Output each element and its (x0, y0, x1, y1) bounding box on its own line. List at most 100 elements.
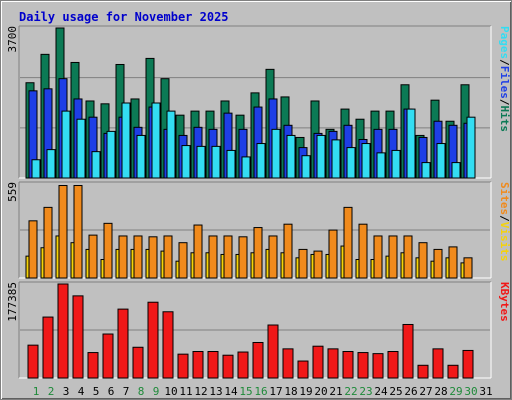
visits-sites-bar-sites-day-6 (103, 222, 113, 279)
kbytes-bar-kbytes-day-25 (387, 351, 399, 379)
visits-sites-bar-sites-day-16 (253, 227, 263, 279)
usage-bar-pages-day-7 (121, 102, 131, 179)
day-label-13: 13 (209, 385, 222, 398)
visits-sites-bar-sites-day-29 (448, 246, 458, 279)
visits-sites-bar-sites-day-17 (268, 235, 278, 279)
visits-sites-bar-sites-day-22 (343, 206, 353, 279)
kbytes-bar-kbytes-day-5 (87, 352, 99, 379)
day-label-14: 14 (224, 385, 238, 398)
kbytes-bar-kbytes-day-9 (147, 301, 159, 379)
kbytes-legend-entry: KBytes (498, 282, 511, 322)
visits-sites-bar-sites-day-11 (178, 242, 188, 279)
usage-legend: Pages/Files/Hits (498, 26, 511, 132)
kbytes-ymax-label: 177385 (6, 282, 19, 322)
day-label-29: 29 (449, 385, 462, 398)
usage-bar-pages-day-21 (331, 139, 341, 179)
usage-bar-pages-day-20 (316, 134, 326, 179)
visits-sites-bar-sites-day-14 (223, 235, 233, 279)
kbytes-bar-kbytes-day-16 (252, 341, 264, 379)
kbytes-bar-kbytes-day-10 (162, 311, 174, 379)
kbytes-bar-kbytes-day-3 (57, 283, 69, 379)
day-label-15: 15 (239, 385, 252, 398)
usage-bar-pages-day-1 (31, 159, 41, 179)
kbytes-bar-kbytes-day-22 (342, 351, 354, 379)
day-label-23: 23 (359, 385, 372, 398)
day-label-2: 2 (48, 385, 55, 398)
day-label-20: 20 (314, 385, 327, 398)
kbytes-bar-kbytes-day-12 (192, 351, 204, 379)
kbytes-bar-kbytes-day-27 (417, 364, 429, 379)
usage-bar-pages-day-30 (466, 116, 476, 179)
usage-legend-entry: Pages (498, 26, 511, 59)
kbytes-bar-kbytes-day-4 (72, 295, 84, 379)
visits-sites-bar-sites-day-28 (433, 248, 443, 279)
usage-bar-pages-day-8 (136, 134, 146, 179)
usage-bar-pages-day-5 (91, 151, 101, 179)
visits-sites-bar-sites-day-21 (328, 229, 338, 279)
usage-bar-pages-day-22 (346, 147, 356, 179)
kbytes-bar-kbytes-day-30 (462, 349, 474, 379)
visits-sites-bar-sites-day-12 (193, 224, 203, 279)
usage-bar-pages-day-2 (46, 149, 56, 179)
kbytes-bar-kbytes-day-11 (177, 353, 189, 379)
day-label-30: 30 (464, 385, 477, 398)
visits-sites-bar-sites-day-26 (403, 235, 413, 279)
usage-bar-pages-day-12 (196, 145, 206, 179)
day-label-26: 26 (404, 385, 417, 398)
kbytes-bar-kbytes-day-24 (372, 353, 384, 379)
visits-sites-bar-sites-day-18 (283, 223, 293, 279)
visits-sites-bar-sites-day-20 (313, 250, 323, 279)
visits-sites-bar-sites-day-30 (463, 257, 473, 279)
visits-sites-bar-sites-day-10 (163, 235, 173, 279)
usage-bar-pages-day-4 (76, 118, 86, 179)
visits-sites-bar-sites-day-15 (238, 236, 248, 279)
visits-sites-legend-entry: / (498, 215, 511, 222)
kbytes-bar-kbytes-day-26 (402, 323, 414, 379)
day-label-28: 28 (434, 385, 447, 398)
kbytes-bar-kbytes-day-15 (237, 351, 249, 379)
kbytes-bar-kbytes-day-2 (42, 316, 54, 379)
day-label-6: 6 (108, 385, 115, 398)
usage-bar-pages-day-29 (451, 162, 461, 179)
usage-bar-pages-day-25 (391, 149, 401, 179)
usage-legend-entry: / (498, 99, 511, 106)
visits-sites-bar-sites-day-23 (358, 223, 368, 279)
kbytes-legend: KBytes (498, 282, 511, 322)
kbytes-bar-kbytes-day-17 (267, 324, 279, 379)
visits-sites-bar-sites-day-3 (58, 185, 68, 279)
visits-sites-bar-sites-day-27 (418, 242, 428, 279)
usage-bar-pages-day-18 (286, 134, 296, 179)
usage-bar-pages-day-13 (211, 145, 221, 179)
kbytes-bar-kbytes-day-6 (102, 333, 114, 379)
visits-sites-bar-sites-day-19 (298, 248, 308, 279)
visits-sites-bar-sites-day-13 (208, 235, 218, 279)
visits-sites-bar-sites-day-4 (73, 185, 83, 279)
kbytes-bar-kbytes-day-18 (282, 348, 294, 379)
kbytes-bar-kbytes-day-29 (447, 364, 459, 379)
usage-bar-pages-day-26 (406, 108, 416, 179)
chart-title: Daily usage for November 2025 (19, 10, 229, 24)
usage-bar-pages-day-14 (226, 149, 236, 179)
usage-bar-pages-day-6 (106, 130, 116, 179)
usage-bar-pages-day-10 (166, 110, 176, 179)
day-label-5: 5 (93, 385, 100, 398)
day-label-12: 12 (194, 385, 207, 398)
kbytes-bar-kbytes-day-13 (207, 351, 219, 379)
day-label-9: 9 (153, 385, 160, 398)
usage-bar-pages-day-16 (256, 143, 266, 179)
kbytes-bar-kbytes-day-19 (297, 360, 309, 379)
visits-sites-legend-entry: Sites (498, 182, 511, 215)
day-label-16: 16 (254, 385, 267, 398)
usage-bar-pages-day-9 (151, 102, 161, 179)
kbytes-bar-kbytes-day-21 (327, 348, 339, 379)
kbytes-bar-kbytes-day-7 (117, 308, 129, 379)
kbytes-bar-kbytes-day-20 (312, 345, 324, 379)
visits-sites-bar-sites-day-24 (373, 235, 383, 279)
day-label-25: 25 (389, 385, 402, 398)
visits-sites-legend: Sites/Visits (498, 182, 511, 262)
visits-sites-bar-sites-day-25 (388, 235, 398, 279)
day-label-8: 8 (138, 385, 145, 398)
day-label-21: 21 (329, 385, 342, 398)
visits-sites-ymax-label: 559 (6, 182, 19, 202)
